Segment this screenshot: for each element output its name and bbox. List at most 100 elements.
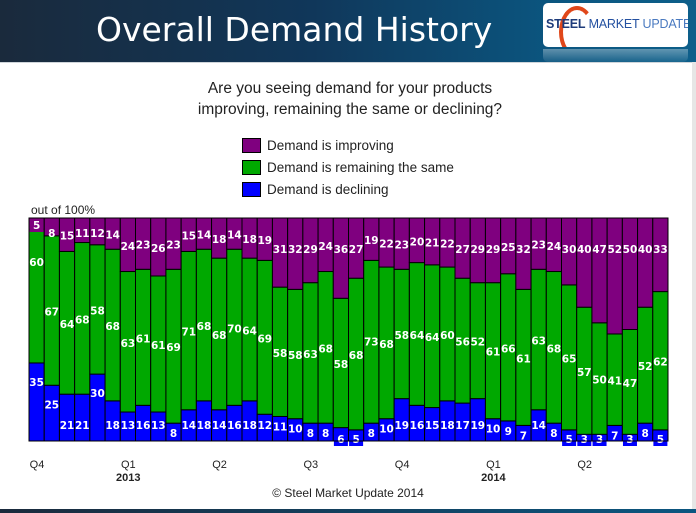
data-label-same: 58: [334, 359, 349, 371]
data-label-same: 61: [151, 340, 166, 352]
data-label-box-declining: [653, 432, 668, 446]
x-tick-label: Q2: [212, 459, 227, 471]
x-tick-label: Q1: [486, 459, 501, 471]
data-label-improving: 14: [227, 230, 242, 242]
data-label-improving: 52: [607, 244, 622, 256]
data-label-same: 60: [29, 257, 44, 269]
data-label-same: 68: [547, 343, 562, 355]
legend-swatch-declining: [242, 181, 261, 197]
data-label-declining: 12: [258, 420, 273, 432]
legend-item-declining: Demand is declining: [242, 178, 454, 200]
x-tick-label: Q2: [577, 459, 593, 471]
data-label-improving: 27: [455, 244, 470, 256]
chart-legend: Demand is improving Demand is remaining …: [242, 134, 454, 200]
data-label-same: 58: [288, 350, 303, 362]
data-label-improving: 24: [121, 241, 136, 253]
data-label-same: 69: [258, 333, 273, 345]
data-label-declining: 18: [242, 420, 257, 432]
data-label-declining: 21: [60, 420, 75, 432]
bar-improving: [332, 217, 349, 299]
data-label-improving: 32: [288, 244, 303, 256]
data-label-improving: 33: [653, 244, 668, 256]
x-tick-label: Q4: [394, 459, 410, 471]
data-label-improving: 23: [531, 240, 546, 252]
data-label-improving: 15: [60, 231, 75, 243]
data-label-declining: 21: [75, 420, 90, 432]
data-label-declining: 11: [273, 421, 288, 433]
data-label-same: 68: [197, 321, 212, 333]
data-label-same: 56: [455, 337, 470, 349]
data-label-improving: 23: [166, 240, 181, 252]
data-label-same: 58: [394, 330, 409, 342]
data-label-declining: 8: [550, 428, 557, 440]
data-label-same: 63: [121, 338, 136, 350]
data-label-declining: 3: [626, 434, 633, 446]
data-label-declining: 14: [181, 420, 196, 432]
data-label-improving: 20: [410, 236, 425, 248]
data-label-improving: 14: [105, 230, 120, 242]
data-label-declining: 16: [410, 420, 425, 432]
chart-title-line2: improving, remaining the same or declini…: [197, 101, 503, 118]
data-label-same: 69: [166, 342, 181, 354]
data-label-improving: 23: [394, 240, 409, 252]
data-label-improving: 18: [212, 234, 227, 246]
data-label-improving: 12: [90, 228, 105, 240]
data-label-improving: 26: [151, 243, 166, 255]
bar-improving: [591, 217, 608, 324]
data-label-improving: 8: [48, 228, 55, 240]
bar-improving: [576, 217, 593, 308]
x-tick-label: Q1: [120, 459, 136, 471]
data-label-improving: 24: [547, 241, 562, 253]
data-label-improving: 40: [638, 244, 653, 256]
data-label-declining: 8: [322, 428, 329, 440]
data-label-declining: 18: [440, 420, 455, 432]
data-label-declining: 19: [471, 420, 486, 432]
data-label-declining: 5: [352, 434, 359, 446]
logo-reflection: [543, 49, 688, 62]
data-label-declining: 9: [505, 426, 512, 438]
data-label-same: 50: [592, 375, 607, 387]
legend-swatch-improving: [242, 137, 261, 153]
data-label-declining: 17: [455, 420, 470, 432]
bar-same: [28, 228, 45, 364]
data-label-declining: 30: [90, 388, 105, 400]
data-label-same: 58: [273, 348, 288, 360]
bar-improving: [637, 217, 654, 308]
legend-label-same: Demand is remaining the same: [267, 159, 454, 175]
logo-arc-icon: [559, 6, 595, 47]
data-label-same: 65: [562, 353, 577, 365]
steel-market-update-logo: STEEL MARKET UPDATE: [543, 3, 688, 47]
data-label-declining: 16: [227, 420, 242, 432]
data-label-declining: 3: [581, 434, 588, 446]
logo-steel: STEEL: [546, 17, 586, 31]
logo-update: UPDATE: [642, 17, 688, 31]
data-label-declining: 15: [425, 420, 440, 432]
data-label-box-declining: [333, 432, 348, 446]
data-label-same: 63: [531, 336, 546, 348]
data-label-same: 61: [136, 333, 151, 345]
data-label-declining: 13: [151, 420, 166, 432]
data-label-improving: 31: [273, 244, 288, 256]
data-label-improving: 15: [181, 231, 196, 243]
data-label-improving: 11: [75, 228, 90, 240]
data-label-same: 66: [501, 343, 516, 355]
data-label-improving: 30: [562, 244, 577, 256]
data-label-improving: 29: [471, 244, 486, 256]
data-label-declining: 13: [121, 420, 136, 432]
window-edge: [692, 62, 696, 509]
data-label-box-declining: [622, 432, 637, 446]
data-label-same: 60: [440, 330, 455, 342]
data-label-declining: 5: [657, 434, 664, 446]
legend-item-same: Demand is remaining the same: [242, 156, 454, 178]
legend-item-improving: Demand is improving: [242, 134, 454, 156]
data-label-same: 73: [364, 336, 379, 348]
data-label-same: 68: [75, 314, 90, 326]
x-year-label: 2013: [116, 472, 141, 484]
data-label-box-declining: [577, 432, 592, 446]
legend-swatch-same: [242, 159, 261, 175]
data-label-improving: 25: [501, 242, 516, 254]
data-label-declining: 6: [337, 434, 344, 446]
data-label-box-declining: [562, 432, 577, 446]
chart-title-line1: Are you seeing demand for your products: [207, 80, 493, 97]
